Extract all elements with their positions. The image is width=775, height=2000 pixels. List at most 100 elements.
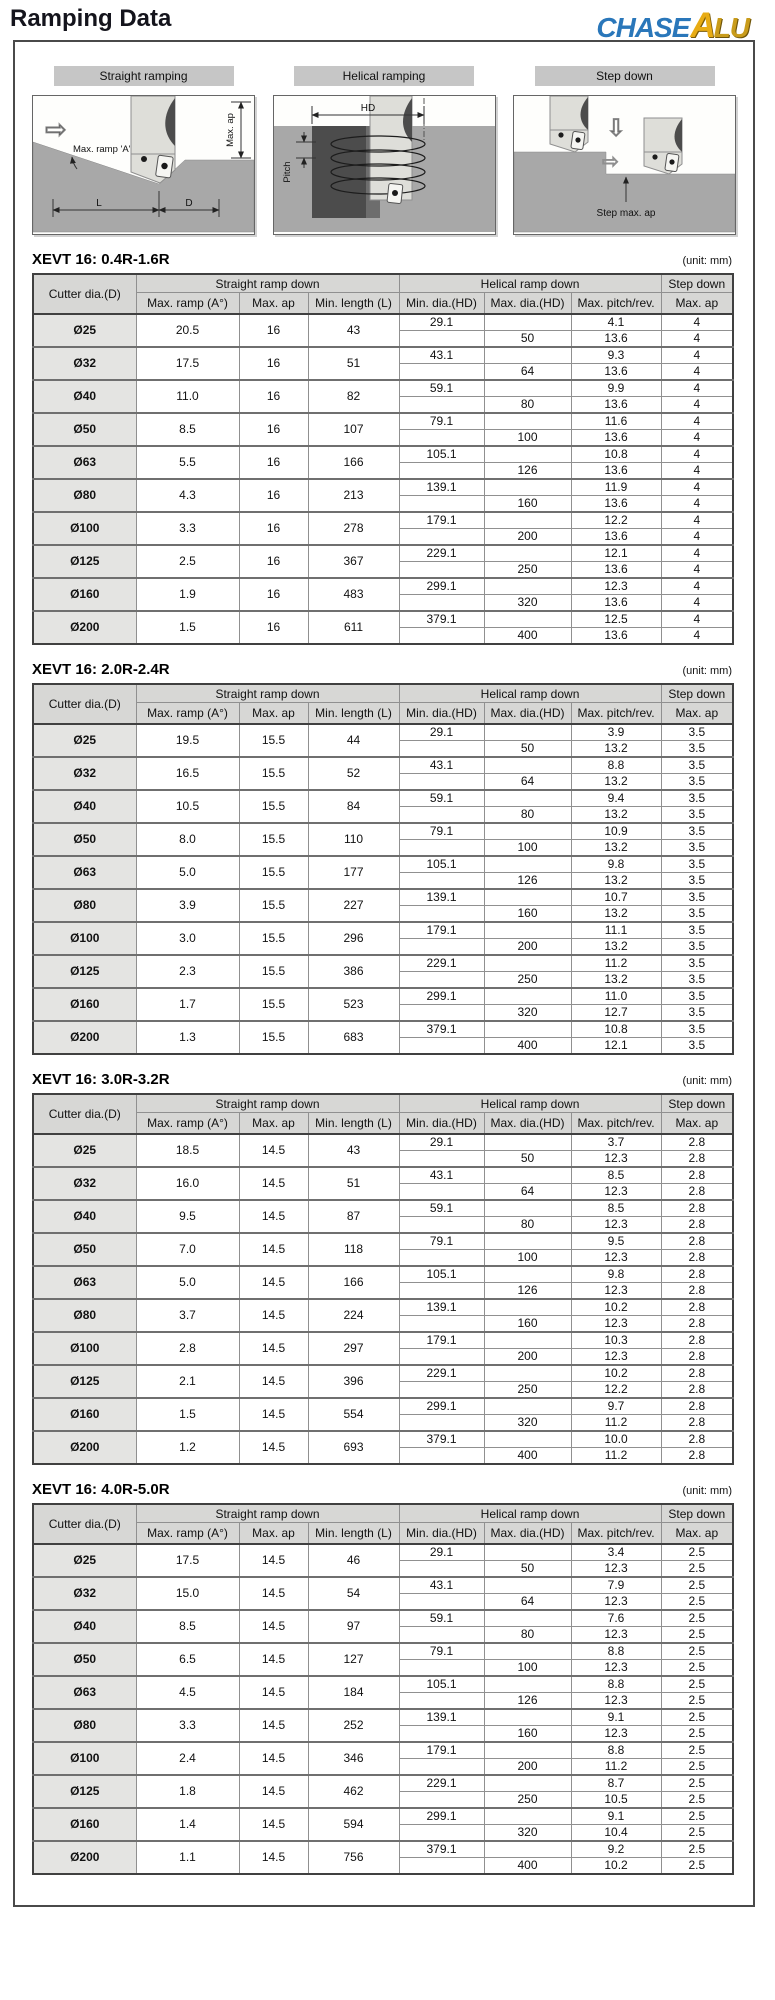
step-ap-cell: 3.5 — [660, 723, 734, 741]
table-title-row: XEVT 16: 4.0R-5.0R (unit: mm) — [32, 1481, 732, 1498]
step-ap-cell: 4 — [660, 462, 734, 480]
table-row-upper: Ø160 1.5 14.5 554 299.1 9.7 2.8 — [32, 1397, 734, 1432]
min-dia-cell: 139.1 — [398, 1298, 485, 1316]
table-row-lower: 64 12.3 2.8 — [33, 1183, 734, 1201]
max-ap-cell: 14.5 — [238, 1642, 309, 1677]
min-dia-empty-cell — [398, 806, 485, 824]
min-dia-cell: 43.1 — [398, 1166, 485, 1184]
table-row-upper: Ø125 1.8 14.5 462 229.1 8.7 2.5 — [32, 1774, 734, 1809]
logo-text-lu: LU — [713, 12, 750, 43]
min-dia-cell: 79.1 — [398, 412, 485, 430]
max-ap-cell: 14.5 — [238, 1576, 309, 1611]
max-dia-empty-cell — [483, 1364, 572, 1382]
table-row-upper: Ø50 6.5 14.5 127 79.1 8.8 2.5 — [32, 1642, 734, 1677]
cutter-dia-cell: Ø125 — [32, 544, 137, 579]
max-ramp-cell: 10.5 — [135, 789, 240, 824]
max-dia-empty-cell — [483, 1133, 572, 1151]
step-ap-cell: 2.5 — [660, 1758, 734, 1776]
table-row-upper: Ø63 5.0 15.5 177 105.1 9.8 3.5 — [32, 855, 734, 890]
pitch-cell: 10.2 — [570, 1298, 662, 1316]
header-step-group: Step down — [660, 1093, 734, 1113]
min-length-cell: 227 — [307, 888, 400, 923]
straight-ramping-illustration: ⇨ Max. ramp 'A' L D Max. ap — [32, 95, 255, 235]
max-ramp-cell: 17.5 — [135, 346, 240, 381]
pitch-cell: 10.8 — [570, 445, 662, 463]
max-dia-empty-cell — [483, 855, 572, 873]
max-dia-empty-cell — [483, 1430, 572, 1448]
table-row-upper: Ø50 8.0 15.5 110 79.1 10.9 3.5 — [32, 822, 734, 857]
min-dia-cell: 59.1 — [398, 1609, 485, 1627]
header-straight-group: Straight ramp down — [135, 683, 400, 703]
header-straight-group: Straight ramp down — [135, 1093, 400, 1113]
content-frame: Straight ramping ⇨ — [13, 40, 755, 1907]
header-max-dia: Max. dia.(HD) — [483, 1112, 572, 1135]
min-dia-empty-cell — [398, 429, 485, 447]
table-row-lower: 250 12.2 2.8 — [33, 1381, 734, 1399]
max-dia-cell: 250 — [483, 1791, 572, 1809]
step-ap-cell: 3.5 — [660, 773, 734, 791]
cutter-dia-cell: Ø160 — [32, 1807, 137, 1842]
pitch-cell: 12.3 — [570, 1725, 662, 1743]
max-dia-cell: 200 — [483, 1348, 572, 1366]
max-dia-empty-cell — [483, 756, 572, 774]
max-ramp-label: Max. ramp 'A' — [73, 144, 131, 155]
header-sub-row: Max. ramp (A°) Max. ap Min. length (L) M… — [33, 702, 734, 725]
max-ap-cell: 14.5 — [238, 1430, 309, 1465]
step-ap-cell: 4 — [660, 396, 734, 414]
brand-logo: CHASE A LU — [596, 5, 750, 43]
cutter-dia-cell: Ø40 — [32, 379, 137, 414]
step-ap-cell: 3.5 — [660, 839, 734, 857]
pitch-cell: 13.2 — [570, 839, 662, 857]
max-ramp-cell: 20.5 — [135, 313, 240, 348]
max-ap-cell: 14.5 — [238, 1364, 309, 1399]
min-length-cell: 127 — [307, 1642, 400, 1677]
step-ap-cell: 2.5 — [660, 1692, 734, 1710]
step-ap-cell: 2.5 — [660, 1659, 734, 1677]
min-dia-cell: 299.1 — [398, 1397, 485, 1415]
max-dia-cell: 160 — [483, 905, 572, 923]
max-ramp-cell: 2.1 — [135, 1364, 240, 1399]
min-dia-cell: 43.1 — [398, 756, 485, 774]
max-dia-cell: 320 — [483, 594, 572, 612]
max-dia-empty-cell — [483, 723, 572, 741]
straight-ramping-label: Straight ramping — [53, 66, 234, 86]
pitch-cell: 10.5 — [570, 1791, 662, 1809]
step-ap-cell: 2.8 — [660, 1447, 734, 1465]
step-ap-cell: 4 — [660, 594, 734, 612]
pitch-cell: 3.4 — [570, 1543, 662, 1561]
step-ap-cell: 2.5 — [660, 1725, 734, 1743]
max-dia-empty-cell — [483, 1397, 572, 1415]
max-ramp-cell: 8.0 — [135, 822, 240, 857]
max-dia-empty-cell — [483, 1020, 572, 1038]
tool-position-2 — [643, 117, 683, 175]
pitch-cell: 10.8 — [570, 1020, 662, 1038]
min-length-cell: 166 — [307, 445, 400, 480]
cutter-dia-cell: Ø50 — [32, 1232, 137, 1267]
table-body: Ø25 20.5 16 43 29.1 4.1 4 50 13.6 4 Ø32 17.5 16 51 43.… — [32, 313, 734, 645]
table-row-lower: 160 12.3 2.8 — [33, 1315, 734, 1333]
max-ramp-cell: 4.3 — [135, 478, 240, 513]
header-straight-group: Straight ramp down — [135, 273, 400, 293]
step-ap-cell: 2.8 — [660, 1265, 734, 1283]
max-ramp-cell: 3.3 — [135, 511, 240, 546]
pitch-cell: 13.6 — [570, 627, 662, 645]
step-ap-cell: 3.5 — [660, 1020, 734, 1038]
step-ap-cell: 3.5 — [660, 855, 734, 873]
unit-label: (unit: mm) — [682, 255, 733, 267]
max-dia-cell: 64 — [483, 363, 572, 381]
min-dia-cell: 105.1 — [398, 1675, 485, 1693]
cutter-dia-cell: Ø80 — [32, 1708, 137, 1743]
min-dia-cell: 105.1 — [398, 1265, 485, 1283]
min-dia-cell: 229.1 — [398, 954, 485, 972]
min-dia-cell: 179.1 — [398, 1741, 485, 1759]
step-ap-cell: 2.5 — [660, 1593, 734, 1611]
step-ap-cell: 2.5 — [660, 1708, 734, 1726]
header-max-ap: Max. ap — [238, 702, 309, 725]
tool-flute-shadow — [165, 98, 175, 146]
step-ap-cell: 3.5 — [660, 888, 734, 906]
max-dia-cell: 126 — [483, 462, 572, 480]
max-ap-cell: 15.5 — [238, 855, 309, 890]
max-dia-empty-cell — [483, 610, 572, 628]
screw-dot — [141, 156, 147, 162]
pitch-cell: 8.8 — [570, 1642, 662, 1660]
